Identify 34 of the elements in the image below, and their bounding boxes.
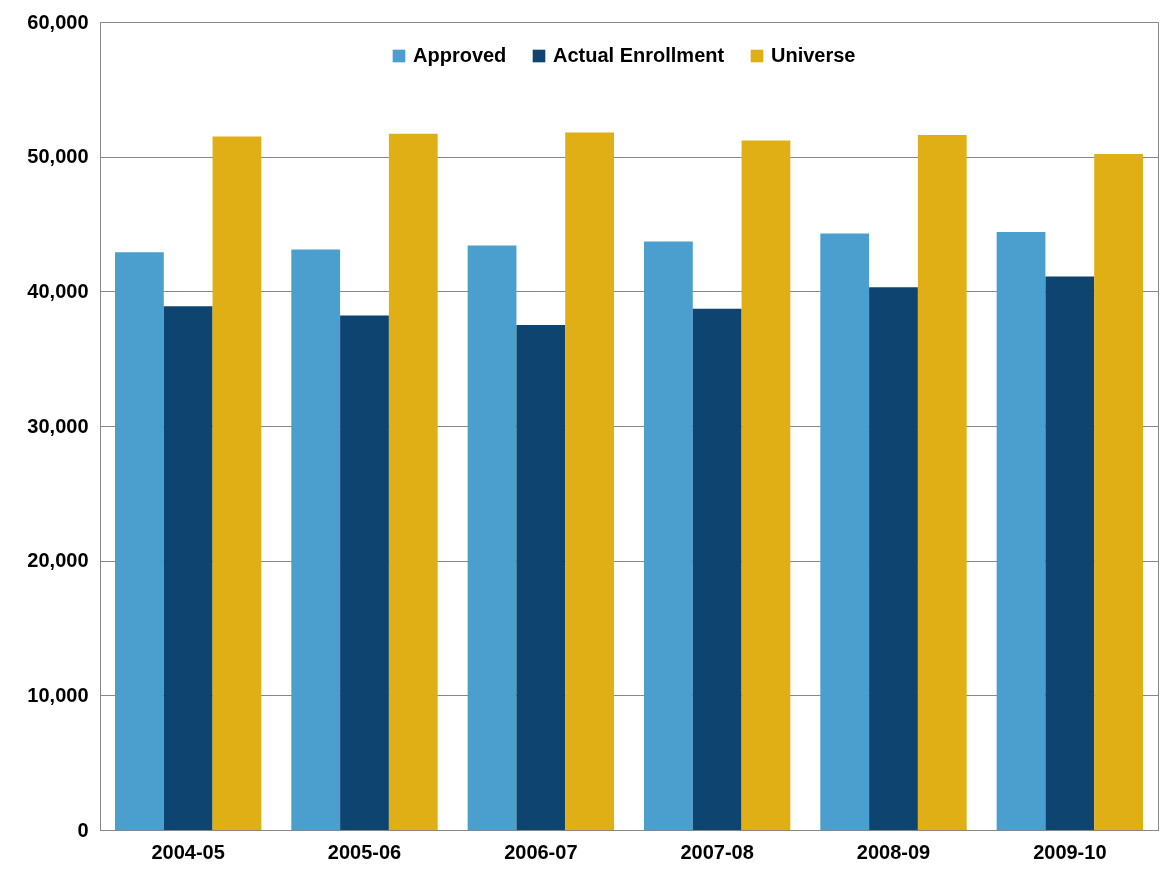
bar <box>643 241 693 830</box>
y-tick-label: 0 <box>77 818 89 841</box>
bar <box>917 135 967 830</box>
bar <box>741 140 791 830</box>
bar <box>1045 276 1095 830</box>
legend-label: Universe <box>771 44 856 66</box>
bar <box>163 306 213 830</box>
bar <box>291 249 341 830</box>
legend-label: Actual Enrollment <box>553 44 725 66</box>
bar <box>340 315 389 830</box>
bar <box>565 132 615 830</box>
bar <box>692 308 742 830</box>
x-tick-label: 2009-10 <box>1033 840 1107 863</box>
y-tick-label: 20,000 <box>27 549 89 572</box>
bar <box>1094 153 1144 830</box>
bar <box>820 233 870 830</box>
y-tick-label: 40,000 <box>27 279 89 302</box>
y-tick-label: 60,000 <box>27 10 89 33</box>
y-tick-label: 10,000 <box>27 683 89 706</box>
x-tick-label: 2008-09 <box>856 840 931 863</box>
bar <box>388 133 438 830</box>
bar <box>467 245 517 830</box>
x-tick-label: 2005-06 <box>327 840 402 863</box>
y-tick-label: 50,000 <box>27 145 89 168</box>
x-tick-label: 2006-07 <box>504 840 578 863</box>
legend-label: Approved <box>413 44 507 66</box>
bar <box>516 325 566 830</box>
bar <box>212 136 262 830</box>
bar <box>996 232 1046 830</box>
bar <box>114 252 164 830</box>
y-tick-label: 30,000 <box>27 414 89 437</box>
x-tick-label: 2004-05 <box>151 840 225 863</box>
bar <box>869 287 918 830</box>
x-tick-label: 2007-08 <box>680 840 754 863</box>
